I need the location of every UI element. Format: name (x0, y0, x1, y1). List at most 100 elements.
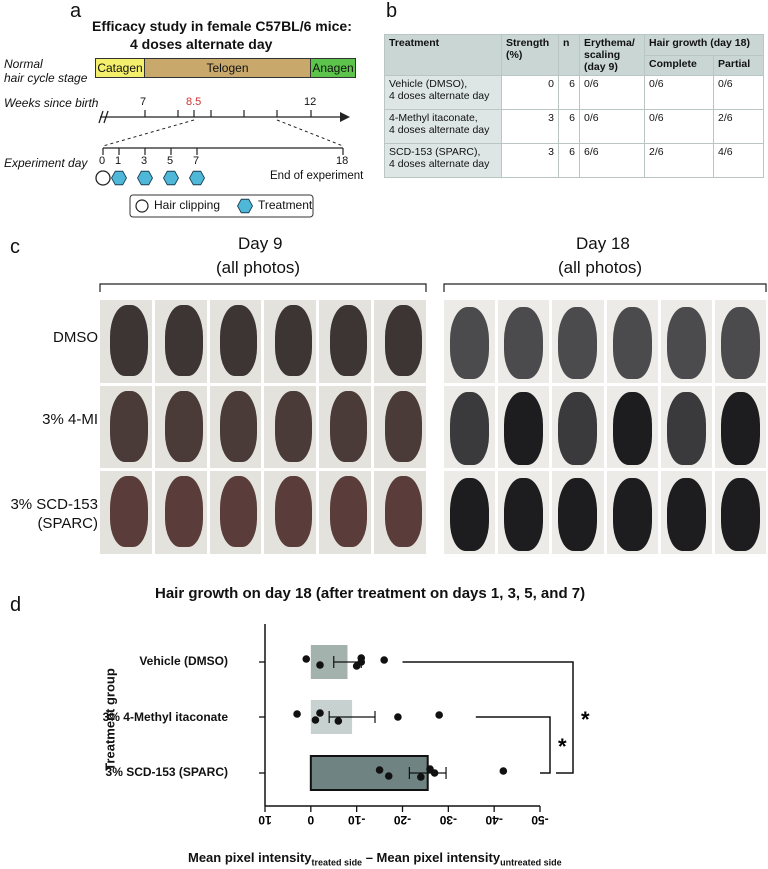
mouse-photo-day18 (552, 385, 604, 469)
legend-hexagon-icon (238, 199, 252, 213)
mouse-photo-day18 (606, 471, 658, 554)
treatment-line-1: SCD-153 (SPARC), (389, 146, 481, 158)
mouse-photo-day18 (444, 300, 496, 383)
data-point (316, 661, 324, 669)
mouse-body (220, 304, 258, 377)
mouse-photo-day18 (444, 385, 496, 469)
category-label-scd153: 3% SCD-153 (SPARC) (105, 765, 228, 779)
mouse-body (558, 306, 598, 380)
mouse-photo-day18 (714, 471, 766, 554)
mouse-body (504, 306, 544, 380)
day-label-18: 18 (336, 155, 349, 167)
mouse-photo-day9 (319, 385, 372, 469)
hair-cycle-label-1: Normal (4, 57, 43, 71)
day9-subtitle: (all photos) (216, 258, 301, 277)
xlabel-sub-untreated: untreated side (500, 857, 562, 868)
data-point (293, 710, 301, 718)
cell-complete: 0/6 (643, 109, 715, 144)
mouse-body (110, 390, 148, 462)
data-point (384, 772, 393, 780)
cell-n: 6 (558, 109, 580, 144)
mouse-body (720, 306, 760, 380)
day-label-1: 1 (115, 155, 122, 167)
cell-erythema: 6/6 (579, 143, 645, 178)
significance-star: * (558, 734, 567, 759)
day18-photo-grid (444, 300, 766, 554)
header-erythema: Erythema/ scaling (day 9) (579, 34, 645, 76)
chart-svg: 10 0 -10 -20 -30 -40 -50 * * (258, 624, 590, 827)
header-partial: Partial (713, 54, 764, 76)
cell-treatment: 4-Methyl itaconate, 4 doses alternate day (384, 109, 502, 144)
mouse-body (110, 476, 148, 548)
data-point (380, 656, 388, 664)
brackets-svg (99, 283, 767, 292)
mouse-body (274, 476, 313, 548)
mouse-photo-day9 (209, 471, 262, 554)
week-label-8-5: 8.5 (186, 96, 202, 108)
mouse-photo-day9 (264, 300, 317, 383)
row-label-sparc: (SPARC) (37, 515, 98, 532)
mouse-body (612, 306, 652, 380)
mouse-body (504, 477, 544, 551)
mouse-photo-day9 (319, 300, 372, 383)
day-label-3: 3 (141, 155, 148, 167)
mouse-photo-day18 (660, 471, 712, 554)
x-tick-label: -20 (394, 813, 412, 827)
header-treatment: Treatment (384, 34, 502, 76)
cell-erythema: 0/6 (579, 75, 645, 110)
day18-title: Day 18 (576, 234, 630, 253)
panel-a-subtitle: 4 doses alternate day (130, 36, 273, 52)
mouse-photo-day9 (154, 385, 207, 469)
significance-star: * (581, 707, 590, 732)
treatment-hexagon-icon (138, 171, 152, 185)
mouse-body (165, 304, 203, 377)
xlabel-sub-treated: treated side (311, 857, 363, 868)
data-point (435, 711, 443, 719)
cell-strength: 3 (501, 109, 559, 144)
mouse-photo-day18 (660, 300, 712, 383)
row-label-dmso: DMSO (53, 329, 98, 346)
data-point (499, 767, 508, 775)
row-label-scd153: 3% SCD-153 (10, 496, 98, 513)
data-point (316, 709, 324, 717)
data-point (357, 658, 366, 666)
mouse-photo-day9 (264, 385, 317, 469)
mouse-body (329, 304, 368, 377)
mouse-photo-day18 (552, 300, 604, 383)
mouse-body (274, 304, 313, 377)
day18-subtitle: (all photos) (558, 258, 643, 277)
day18-bracket (443, 283, 767, 292)
header-n: n (558, 34, 580, 76)
panel-a-label: a (70, 0, 82, 22)
table-header-row: Treatment Strength (%) n Erythema/ scali… (384, 34, 764, 76)
cell-treatment: Vehicle (DMSO), 4 doses alternate day (384, 75, 502, 110)
legend-circle-icon (135, 199, 149, 213)
mouse-photo-day18 (498, 300, 550, 383)
mouse-photo-day9 (374, 471, 426, 554)
header-hair-growth: Hair growth (day 18) (644, 34, 764, 56)
mouse-body (384, 476, 422, 548)
mouse-photo-day9 (100, 471, 152, 554)
mouse-body (666, 392, 706, 466)
mouse-photo-day9 (264, 471, 317, 554)
treatment-hexagon-icon (190, 171, 204, 185)
legend-treatment: Treatment (258, 198, 313, 212)
cell-n: 6 (558, 75, 580, 110)
mouse-photo-day9 (154, 471, 207, 554)
cell-complete: 0/6 (643, 75, 715, 110)
mouse-body (384, 304, 422, 377)
mouse-photo-day9 (100, 385, 152, 469)
x-tick-label: 0 (307, 813, 314, 827)
panel-c-label: c (10, 236, 20, 258)
panel-d-label: d (10, 594, 22, 616)
mouse-photo-day18 (606, 385, 658, 469)
stage-anagen: Anagen (310, 58, 356, 78)
header-strength: Strength (%) (501, 34, 559, 76)
data-point (394, 713, 402, 721)
hair-clipping-circle-icon (95, 170, 111, 186)
day9-title: Day 9 (238, 234, 283, 253)
end-of-experiment-label: End of experiment (270, 170, 364, 182)
axis-break-2 (103, 110, 109, 124)
cell-strength: 3 (501, 143, 559, 178)
mouse-photo-day18 (714, 385, 766, 469)
